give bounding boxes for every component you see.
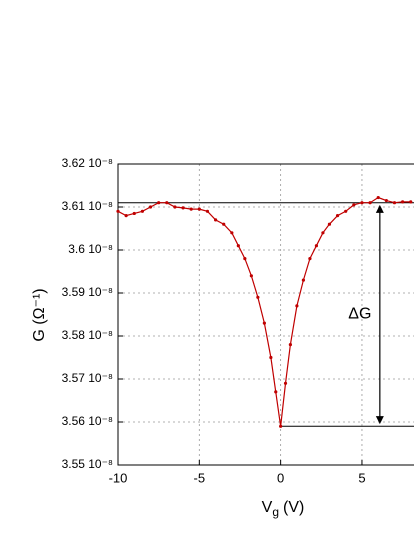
data-point [205, 209, 210, 213]
data-point [236, 244, 240, 248]
data-point [321, 231, 325, 235]
data-point [384, 198, 388, 203]
data-point [173, 205, 177, 209]
data-point [222, 222, 226, 226]
data-point [401, 200, 405, 204]
data-point [314, 244, 319, 248]
data-point [213, 218, 218, 222]
y-tick-label: 3.58 10⁻⁸ [62, 328, 113, 342]
x-label-main: V [262, 499, 273, 516]
data-point [360, 201, 364, 205]
data-point [409, 200, 413, 204]
data-point [197, 207, 201, 211]
arrow-head [375, 204, 384, 213]
data-point [376, 195, 380, 200]
data-point [269, 355, 273, 360]
data-point [392, 201, 397, 205]
data-point [288, 343, 292, 347]
data-point [283, 381, 288, 385]
data-point [140, 209, 144, 213]
data-point [368, 201, 372, 205]
data-point [249, 274, 253, 278]
data-point [301, 278, 306, 282]
x-label-sub: g [272, 505, 279, 519]
data-point [335, 214, 340, 218]
y-tick-label: 3.6 10⁻⁸ [68, 242, 113, 256]
y-tick-label: 3.56 10⁻⁸ [62, 414, 113, 428]
x-tick-label: 0 [277, 470, 284, 485]
annotation-label: ΔG [348, 306, 371, 323]
y-axis-label: G (Ω⁻¹) [31, 288, 48, 341]
data-point [344, 209, 348, 213]
data-point [124, 214, 128, 218]
data-point [157, 201, 161, 205]
x-axis-label: Vg (V) [262, 499, 305, 519]
data-point [165, 201, 169, 205]
data-point [295, 304, 299, 308]
data-point [308, 257, 312, 261]
x-tick-label: -10 [109, 470, 128, 485]
data-point [327, 222, 332, 226]
data-point [132, 211, 136, 216]
data-point [243, 257, 247, 261]
y-tick-label: 3.57 10⁻⁸ [62, 371, 113, 385]
data-point [189, 207, 193, 211]
data-point [279, 424, 283, 428]
y-tick-label: 3.62 10⁻⁸ [62, 156, 113, 170]
y-tick-label: 3.55 10⁻⁸ [62, 457, 113, 471]
y-tick-label: 3.61 10⁻⁸ [62, 199, 113, 213]
data-point [148, 205, 153, 209]
arrow-head [375, 416, 384, 425]
data-point [274, 390, 278, 394]
data-point [181, 206, 185, 210]
data-point [352, 203, 356, 207]
data-point [256, 295, 260, 299]
x-tick-label: 5 [358, 470, 365, 485]
y-tick-label: 3.59 10⁻⁸ [62, 285, 113, 299]
x-label-unit: (V) [283, 499, 304, 516]
data-point [262, 321, 266, 325]
plot-frame [117, 163, 414, 466]
x-tick-label: -5 [194, 470, 206, 485]
data-point [230, 231, 234, 235]
data-point [116, 209, 120, 213]
